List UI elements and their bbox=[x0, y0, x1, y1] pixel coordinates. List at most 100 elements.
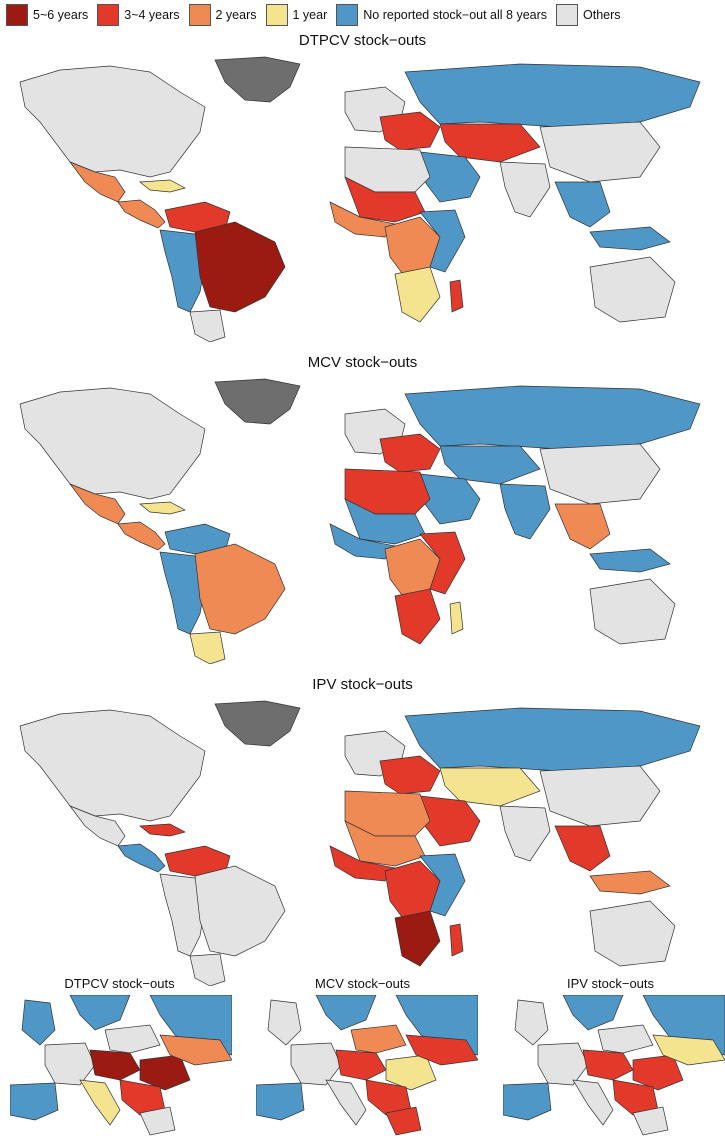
region-uk bbox=[514, 999, 549, 1046]
legend-item-3-4-years: 3~4 years bbox=[97, 4, 180, 26]
region-southern-cone bbox=[189, 309, 226, 342]
region-india bbox=[499, 161, 551, 218]
region-china bbox=[539, 765, 661, 827]
region-greenland bbox=[214, 56, 301, 103]
europe-inset-dtpcv bbox=[10, 995, 232, 1136]
legend-swatch bbox=[265, 4, 288, 26]
region-mexico bbox=[68, 161, 126, 203]
region-north-america bbox=[19, 65, 206, 178]
europe-inset-mcv bbox=[256, 995, 478, 1136]
region-indonesia bbox=[589, 548, 671, 573]
region-poland bbox=[104, 1024, 161, 1054]
region-central-america bbox=[117, 199, 166, 229]
inset-title-ipv: IPV stock−outs bbox=[566, 976, 655, 991]
legend-swatch bbox=[6, 4, 28, 26]
map-title-dtpcv: DTPCV stock−outs bbox=[298, 32, 427, 49]
region-brazil bbox=[194, 865, 286, 957]
region-iberia bbox=[10, 1082, 59, 1121]
region-scandinavia bbox=[315, 995, 377, 1031]
region-east-africa bbox=[419, 853, 466, 917]
region-india bbox=[499, 483, 551, 540]
region-southern-africa bbox=[394, 588, 441, 645]
region-australia bbox=[589, 256, 676, 323]
region-east-africa bbox=[419, 209, 466, 273]
region-central bbox=[89, 1049, 141, 1081]
world-map-mcv bbox=[19, 378, 701, 664]
region-west-africa bbox=[329, 201, 396, 238]
region-mexico bbox=[68, 483, 126, 525]
region-southeast-asia bbox=[554, 503, 611, 550]
region-southern-cone bbox=[189, 953, 226, 986]
region-russia bbox=[404, 385, 701, 450]
region-france bbox=[44, 1042, 96, 1086]
region-ukraine bbox=[405, 1034, 478, 1066]
legend-item-5-6-years: 5~6 years bbox=[6, 4, 88, 26]
region-iberia bbox=[256, 1082, 305, 1121]
legend-label: 3~4 years bbox=[124, 8, 180, 22]
region-scandinavia bbox=[562, 995, 624, 1031]
region-east-africa bbox=[419, 531, 466, 595]
region-greece bbox=[385, 1106, 422, 1136]
legend-item-2-years: 2 years bbox=[188, 4, 257, 26]
region-france bbox=[537, 1042, 589, 1086]
region-caribbean bbox=[139, 501, 186, 515]
region-australia bbox=[589, 900, 676, 967]
region-indonesia bbox=[589, 870, 671, 895]
region-southern-africa bbox=[394, 266, 441, 323]
region-poland bbox=[350, 1024, 407, 1054]
legend-label: 5~6 years bbox=[33, 8, 89, 22]
region-italy bbox=[325, 1079, 367, 1126]
region-southeast-asia bbox=[554, 825, 611, 872]
region-greece bbox=[139, 1106, 176, 1136]
map-title-ipv: IPV stock−outs bbox=[312, 676, 413, 693]
region-scandinavia bbox=[69, 995, 131, 1031]
region-iberia bbox=[503, 1082, 552, 1121]
region-indonesia bbox=[589, 226, 671, 251]
region-ukraine bbox=[159, 1034, 232, 1066]
region-north-america bbox=[19, 709, 206, 822]
region-russia bbox=[404, 63, 701, 128]
region-france bbox=[290, 1042, 342, 1086]
region-west-africa bbox=[329, 845, 396, 882]
world-map-dtpcv bbox=[19, 56, 701, 342]
legend-swatch bbox=[188, 4, 211, 26]
region-central-america bbox=[117, 521, 166, 551]
legend-label: Others bbox=[583, 8, 621, 22]
region-china bbox=[539, 443, 661, 505]
legend-swatch bbox=[336, 4, 359, 26]
legend-item-1-year: 1 year bbox=[265, 4, 328, 26]
region-poland bbox=[597, 1024, 654, 1054]
region-brazil bbox=[194, 221, 286, 313]
region-greenland bbox=[214, 700, 301, 747]
region-russia bbox=[404, 707, 701, 772]
legend-label: 1 year bbox=[292, 8, 328, 22]
map-title-mcv: MCV stock−outs bbox=[307, 354, 418, 371]
region-west-africa bbox=[329, 523, 396, 560]
region-southeast-asia bbox=[554, 181, 611, 228]
legend-item-no-stockout: No reported stock−out all 8 years bbox=[336, 4, 547, 26]
legend-item-others: Others bbox=[556, 4, 621, 26]
region-brazil bbox=[194, 543, 286, 635]
region-italy bbox=[79, 1079, 121, 1126]
region-europe-east bbox=[379, 433, 441, 473]
legend-label: No reported stock−out all 8 years bbox=[363, 8, 548, 22]
region-ukraine bbox=[652, 1034, 725, 1066]
region-caribbean bbox=[139, 823, 186, 837]
region-central-america bbox=[117, 843, 166, 873]
region-madagascar bbox=[449, 923, 464, 957]
region-north-america bbox=[19, 387, 206, 500]
legend: 5~6 years 3~4 years 2 years 1 year No re… bbox=[6, 2, 719, 28]
region-italy bbox=[572, 1079, 614, 1126]
region-europe-east bbox=[379, 111, 441, 151]
region-australia bbox=[589, 578, 676, 645]
region-india bbox=[499, 805, 551, 862]
region-china bbox=[539, 121, 661, 183]
region-madagascar bbox=[449, 279, 464, 313]
region-greece bbox=[632, 1106, 669, 1136]
region-madagascar bbox=[449, 601, 464, 635]
region-mexico bbox=[68, 805, 126, 847]
legend-swatch bbox=[556, 4, 579, 26]
europe-inset-ipv bbox=[503, 995, 725, 1136]
region-uk bbox=[267, 999, 302, 1046]
region-uk bbox=[21, 999, 56, 1046]
